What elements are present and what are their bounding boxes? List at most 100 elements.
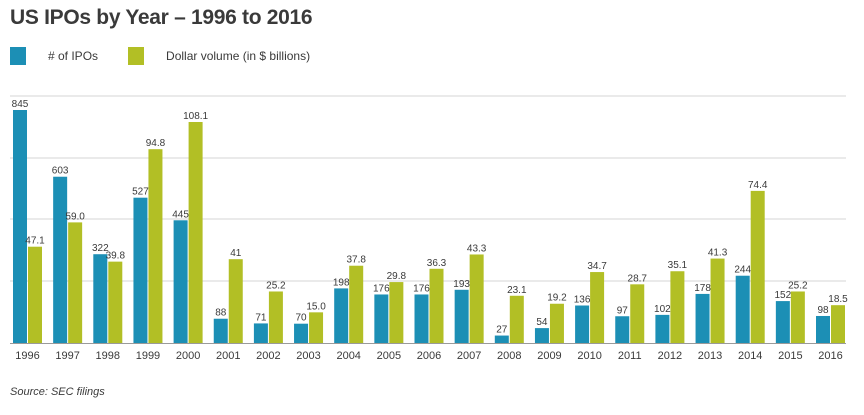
data-label-volume: 43.3	[467, 243, 487, 254]
data-label-volume: 74.4	[748, 180, 768, 191]
bar-volume	[389, 282, 404, 343]
x-tick-label: 2001	[216, 350, 240, 362]
x-tick-label: 1998	[96, 350, 120, 362]
bar-volume	[349, 265, 364, 343]
bar-volume	[429, 268, 444, 343]
bar-volume	[710, 258, 725, 343]
data-label-ipos: 27	[496, 325, 508, 336]
bar-volume	[790, 291, 805, 343]
data-label-ipos: 527	[132, 187, 149, 198]
bar-ipos	[334, 288, 349, 343]
data-label-ipos: 193	[453, 279, 470, 290]
data-label-ipos: 244	[734, 265, 751, 276]
x-tick-label: 2007	[457, 350, 481, 362]
data-label-volume: 28.7	[628, 273, 648, 284]
x-tick-label: 2003	[296, 350, 320, 362]
bar-ipos	[735, 275, 750, 343]
data-label-volume: 47.1	[25, 236, 45, 247]
x-tick-label: 2013	[698, 350, 722, 362]
bar-ipos	[133, 197, 148, 343]
bar-ipos	[173, 220, 188, 343]
bar-ipos	[253, 323, 268, 343]
bar-ipos	[53, 176, 68, 343]
data-label-ipos: 176	[413, 283, 430, 294]
data-label-volume: 36.3	[427, 258, 447, 269]
data-label-volume: 15.0	[306, 301, 326, 312]
data-label-ipos: 152	[775, 290, 792, 301]
data-label-ipos: 178	[694, 283, 711, 294]
legend-item-ipos: # of IPOs	[10, 47, 98, 65]
data-label-ipos: 54	[536, 317, 548, 328]
bar-volume	[148, 149, 163, 343]
bar-ipos	[695, 293, 710, 343]
data-label-ipos: 97	[617, 305, 629, 316]
x-tick-label: 2008	[497, 350, 521, 362]
bar-volume	[831, 305, 845, 343]
x-tick-label: 2010	[577, 350, 601, 362]
data-label-volume: 19.2	[547, 293, 567, 304]
data-label-ipos: 136	[574, 294, 591, 305]
data-label-ipos: 98	[817, 305, 829, 316]
data-label-volume: 94.8	[146, 138, 166, 149]
x-tick-label: 2005	[377, 350, 401, 362]
legend-item-volume: Dollar volume (in $ billions)	[128, 47, 310, 65]
x-tick-label: 1999	[136, 350, 160, 362]
data-label-volume: 108.1	[183, 111, 208, 122]
data-label-ipos: 845	[12, 99, 29, 110]
bar-ipos	[775, 301, 790, 343]
chart-title: US IPOs by Year – 1996 to 2016	[10, 6, 313, 29]
bar-volume	[670, 271, 685, 343]
legend: # of IPOs Dollar volume (in $ billions)	[10, 47, 310, 65]
legend-swatch-volume	[128, 47, 145, 65]
data-label-volume: 25.2	[788, 280, 808, 291]
data-label-ipos: 71	[255, 312, 267, 323]
legend-swatch-ipos	[10, 47, 26, 65]
data-label-ipos: 198	[333, 277, 350, 288]
bar-volume	[228, 259, 243, 343]
bar-ipos	[93, 254, 108, 343]
data-label-volume: 18.5	[828, 294, 848, 305]
data-label-volume: 41	[230, 248, 242, 259]
data-label-ipos: 70	[295, 313, 307, 324]
data-label-volume: 41.3	[708, 248, 728, 259]
bar-volume	[108, 261, 123, 343]
x-tick-label: 2016	[818, 350, 842, 362]
x-tick-label: 2000	[176, 350, 200, 362]
x-tick-label: 1997	[55, 350, 79, 362]
bar-volume	[469, 254, 484, 343]
x-tick-label: 2015	[778, 350, 802, 362]
x-tick-label: 2012	[658, 350, 682, 362]
x-tick-label: 1996	[15, 350, 39, 362]
bar-ipos	[13, 110, 27, 343]
bar-ipos	[213, 318, 228, 343]
x-tick-label: 2006	[417, 350, 441, 362]
bar-ipos	[374, 294, 389, 343]
x-tick-label: 2004	[336, 350, 360, 362]
bar-ipos	[294, 323, 309, 343]
data-label-ipos: 322	[92, 243, 109, 254]
data-label-volume: 29.8	[387, 271, 407, 282]
x-tick-label: 2011	[618, 350, 642, 362]
bar-volume	[28, 246, 42, 343]
data-label-volume: 59.0	[65, 211, 85, 222]
data-label-ipos: 88	[215, 308, 227, 319]
data-label-ipos: 445	[172, 209, 189, 220]
bar-volume	[509, 295, 524, 343]
bar-ipos	[816, 315, 830, 343]
bar-volume	[590, 272, 605, 343]
bar-volume	[268, 291, 283, 343]
data-label-volume: 35.1	[668, 260, 688, 271]
data-label-ipos: 176	[373, 283, 390, 294]
x-tick-label: 2014	[738, 350, 762, 362]
bar-ipos	[414, 294, 429, 343]
data-label-volume: 23.1	[507, 285, 527, 296]
x-tick-label: 2009	[537, 350, 561, 362]
data-label-volume: 25.2	[266, 280, 286, 291]
bar-volume	[309, 312, 324, 343]
bar-ipos	[534, 328, 549, 343]
bar-ipos	[494, 335, 509, 343]
data-label-ipos: 102	[654, 304, 671, 315]
bar-ipos	[575, 305, 590, 343]
bar-volume	[750, 190, 765, 343]
